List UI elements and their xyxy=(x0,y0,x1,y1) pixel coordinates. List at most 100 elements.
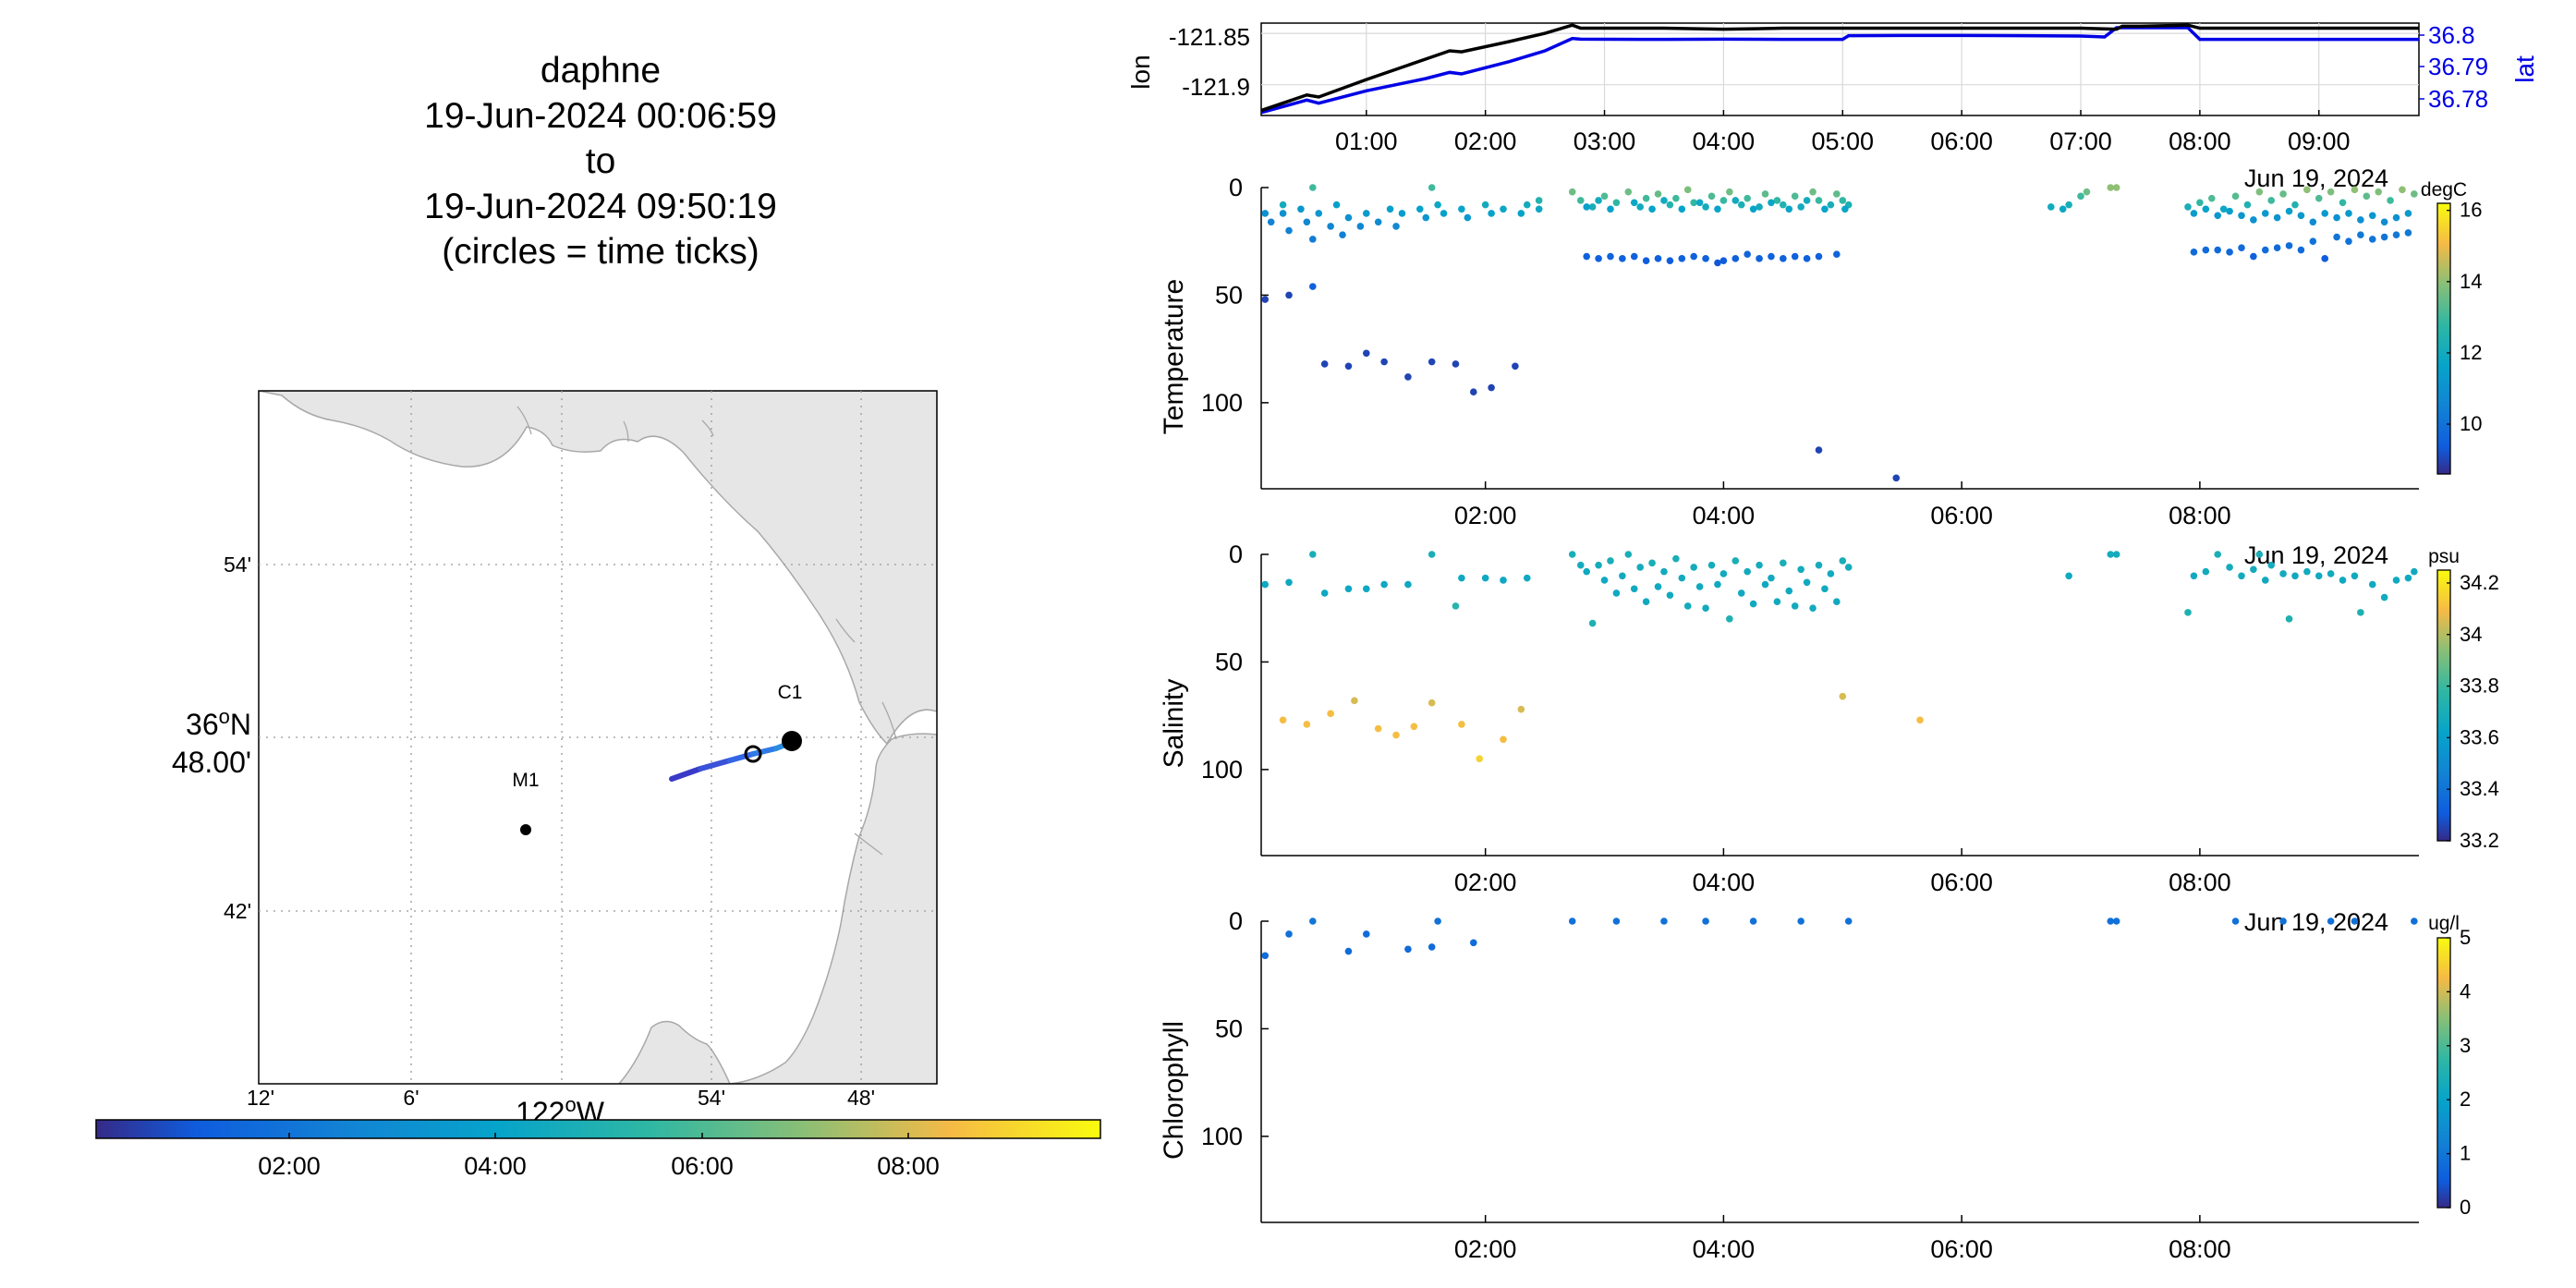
salinity-data-point xyxy=(2411,567,2418,576)
salinity-data-point xyxy=(2238,572,2245,580)
chlorophyll-data-point xyxy=(1469,939,1477,947)
temperature-data-point xyxy=(1756,255,1763,262)
salinity-data-point xyxy=(2380,593,2388,601)
temperature-data-point xyxy=(1285,226,1293,235)
salinity-data-point xyxy=(1683,602,1692,610)
salinity-data-point xyxy=(2190,572,2198,580)
salinity-data-point xyxy=(2339,577,2347,584)
salinity-data-point xyxy=(1821,585,1829,593)
position-xticks: 01:00 02:00 03:00 04:00 05:00 06:00 07:00 08:00… xyxy=(1335,110,2351,155)
temperature-data-point xyxy=(2339,199,2347,207)
temperature-data-point xyxy=(2309,218,2317,226)
salinity-data-point xyxy=(1642,598,1650,606)
salinity-data-point xyxy=(1695,583,1704,590)
temperature-data-point xyxy=(1434,200,1441,209)
position-xtick-label: 09:00 xyxy=(2288,128,2351,155)
temperature-data-point xyxy=(2250,252,2257,261)
temperature-data-point xyxy=(1756,203,1763,211)
salinity-data-point xyxy=(1839,557,1847,565)
salinity-data-point xyxy=(1809,604,1817,613)
land-south xyxy=(618,1020,731,1084)
chlorophyll-ytick-label: 50 xyxy=(1215,1015,1243,1042)
temperature-data-point xyxy=(1392,223,1400,230)
temperature-xtick-label: 08:00 xyxy=(2169,502,2231,529)
temperature-data-point xyxy=(1600,192,1609,200)
time-colorbar-tick-0400: 04:00 xyxy=(464,1152,527,1180)
salinity-data-point xyxy=(2392,577,2400,584)
position-xtick-label: 02:00 xyxy=(1454,128,1517,155)
temperature-data-point xyxy=(1500,205,1507,213)
lat-ytick-1: 36.79 xyxy=(2428,53,2488,80)
salinity-colorbar-tick-label: 33.6 xyxy=(2460,725,2499,748)
temperature-data-point xyxy=(1512,362,1519,371)
salinity-data-point xyxy=(2351,572,2359,580)
salinity-data-point xyxy=(2279,570,2287,577)
salinity-data-point xyxy=(1744,567,1751,576)
temperature-data-point xyxy=(1797,203,1804,211)
temperature-data-point xyxy=(1726,188,1733,196)
lon-series-line xyxy=(1260,23,2419,113)
salinity-data-point xyxy=(1803,578,1811,587)
temperature-data-point xyxy=(1666,200,1674,209)
temperature-data-point xyxy=(1309,236,1317,243)
temperature-data-point xyxy=(1440,210,1448,217)
position-series xyxy=(1260,23,2419,115)
salinity-data-point xyxy=(2315,572,2323,580)
salinity-data-point xyxy=(2107,551,2115,558)
temperature-data-point xyxy=(1583,203,1591,211)
temperature-data-point xyxy=(2250,216,2257,224)
temperature-data-point xyxy=(1285,291,1293,299)
position-panel: -121.85 -121.9 lon 36.8 36.79 36.78 lat … xyxy=(1126,21,2539,155)
temperature-data-point xyxy=(1803,255,1811,262)
temperature-colorbar xyxy=(2436,202,2451,475)
salinity-data-point xyxy=(1619,572,1626,580)
salinity-data-point xyxy=(1458,721,1465,728)
temperature-data-point xyxy=(1833,190,1841,198)
title-line-note: (circles = time ticks) xyxy=(442,232,759,272)
temperature-xtick-label: 04:00 xyxy=(1693,502,1756,529)
temperature-data-point xyxy=(1841,205,1849,213)
salinity-data-point xyxy=(1761,580,1769,589)
salinity-data-point xyxy=(1785,587,1793,595)
salinity-data-point xyxy=(1362,585,1370,593)
temperature-data-point xyxy=(2297,212,2305,220)
salinity-data-point xyxy=(1756,561,1763,569)
temperature-data-point xyxy=(1737,200,1745,209)
chlorophyll-axis-label: Chlorophyll xyxy=(1159,1021,1189,1160)
salinity-data-point xyxy=(2291,572,2299,580)
lat-axis-label: lat xyxy=(2510,55,2539,83)
temperature-data-point xyxy=(2261,246,2269,254)
temperature-data-point xyxy=(1630,199,1638,207)
salinity-data-point xyxy=(1374,724,1382,733)
temperature-data-point xyxy=(1761,190,1769,198)
temperature-data-point xyxy=(1309,283,1317,290)
salinity-data-point xyxy=(1320,589,1329,597)
temperature-data-point xyxy=(2207,194,2216,202)
chlorophyll-colorbar-tick-label: 0 xyxy=(2460,1196,2471,1219)
salinity-colorbar-tick-label: 34 xyxy=(2460,623,2482,646)
salinity-axis-label: Salinity xyxy=(1159,679,1189,769)
salinity-data-point xyxy=(1839,692,1847,700)
temperature-data-point xyxy=(1791,252,1799,261)
salinity-data-point xyxy=(1583,567,1591,576)
temperature-data-point xyxy=(1428,184,1436,191)
time-colorbar-tick-0800: 08:00 xyxy=(877,1152,940,1180)
salinity-data-point xyxy=(1481,574,1489,582)
chlorophyll-data-point xyxy=(1404,945,1412,954)
time-colorbar-tick-0600: 06:00 xyxy=(671,1152,734,1180)
track-end-blob xyxy=(782,731,802,751)
salinity-data-point xyxy=(1279,716,1287,724)
salinity-data-point xyxy=(1732,557,1740,565)
time-colorbar-tick-0200: 02:00 xyxy=(258,1152,321,1180)
salinity-data-point xyxy=(1517,705,1525,713)
salinity-data-point xyxy=(2112,551,2120,558)
temperature-data-point xyxy=(2226,249,2233,256)
temperature-data-point xyxy=(1374,218,1382,226)
temperature-data-point xyxy=(1768,199,1775,207)
salinity-data-point xyxy=(1568,551,1576,558)
temperature-ytick-label: 0 xyxy=(1229,174,1243,201)
temperature-data-point xyxy=(2345,237,2352,246)
salinity-data-point xyxy=(2184,609,2192,616)
salinity-data-point xyxy=(1672,554,1680,563)
